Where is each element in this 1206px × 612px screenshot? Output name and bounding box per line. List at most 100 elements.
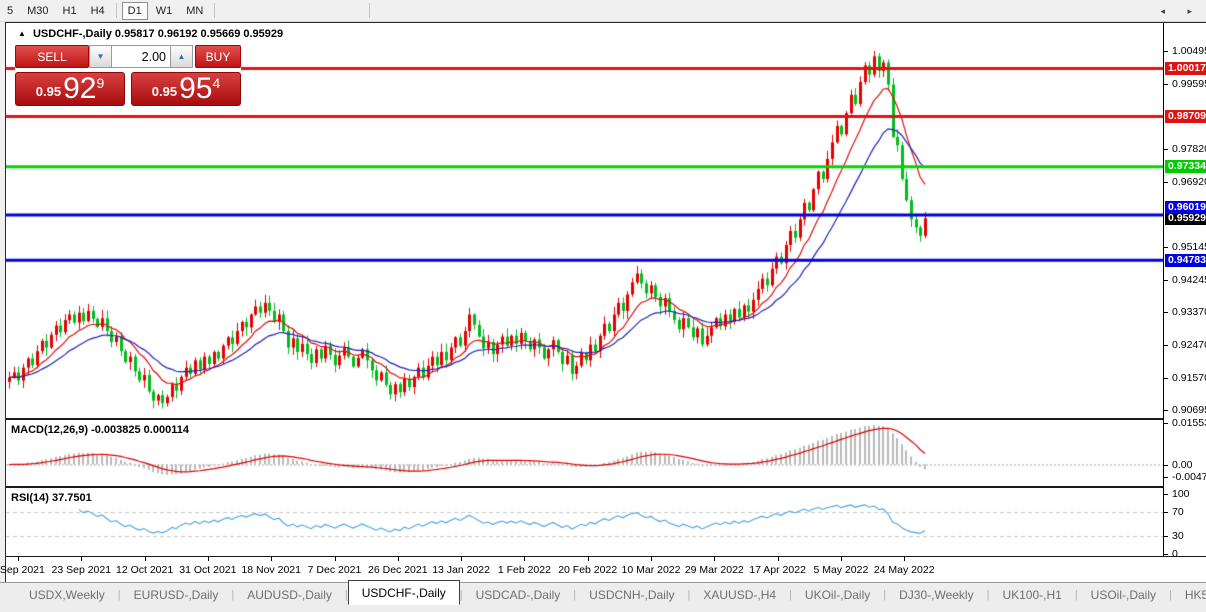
chart-tab-hk50-h1[interactable]: HK50-,H1 bbox=[1184, 587, 1206, 602]
panel-divider[interactable] bbox=[6, 418, 1206, 420]
tab-separator: | bbox=[687, 588, 691, 601]
date-tick bbox=[651, 557, 652, 561]
chart-tab-usdcad-daily[interactable]: USDCAD-,Daily bbox=[475, 587, 561, 602]
date-tick bbox=[904, 557, 906, 561]
chart-tab-usoil-daily[interactable]: USOil-,Daily bbox=[1090, 587, 1157, 602]
price-level-badge: 0.98709 bbox=[1165, 109, 1206, 123]
ohlc-close: 0.95929 bbox=[243, 28, 284, 40]
date-tick bbox=[524, 557, 526, 561]
buy-button[interactable]: BUY bbox=[195, 45, 241, 68]
price-level-badge: 0.95929 bbox=[1165, 211, 1206, 225]
price-panel: ▲ USDCHF-,Daily 0.95817 0.96192 0.95669 … bbox=[6, 23, 1163, 418]
timeframe-button-m30[interactable]: M30 bbox=[27, 4, 49, 17]
chart-tab-bar: USDX,Weekly | EURUSD-,Daily | AUDUSD-,Daily |… bbox=[0, 580, 1206, 606]
sell-price-prefix: 0.95 bbox=[35, 84, 62, 99]
chart-window: ▲ USDCHF-,Daily 0.95817 0.96192 0.95669 … bbox=[0, 22, 1206, 584]
date-tick bbox=[334, 557, 336, 561]
chart-tab-eurusd-daily[interactable]: EURUSD-,Daily bbox=[133, 587, 219, 602]
buy-price-button[interactable]: 0.95 95 4 bbox=[131, 72, 241, 106]
date-label: 31 Oct 2021 bbox=[179, 564, 237, 576]
date-label: 24 May 2022 bbox=[873, 564, 935, 576]
toolbar-separator bbox=[214, 3, 216, 18]
sell-price-sup: 9 bbox=[96, 75, 105, 91]
chart-tab-uk100-h1[interactable]: UK100-,H1 bbox=[1002, 587, 1062, 602]
timeframe-button-w1[interactable]: W1 bbox=[155, 4, 173, 17]
rsi-chart-canvas[interactable] bbox=[6, 488, 1163, 556]
chart-tab-usdcnh-daily[interactable]: USDCNH-,Daily bbox=[589, 587, 675, 602]
price-level-badge: 0.97334 bbox=[1165, 160, 1206, 174]
chart-tab-audusd-daily[interactable]: AUDUSD-,Daily bbox=[247, 587, 332, 602]
volume-increase-icon[interactable]: ▲ bbox=[170, 45, 193, 68]
tab-separator: | bbox=[231, 588, 235, 601]
date-label: 7 Dec 2021 bbox=[307, 564, 362, 576]
date-label: 13 Jan 2022 bbox=[432, 564, 490, 576]
sell-price-button[interactable]: 0.95 92 9 bbox=[15, 72, 125, 106]
sell-button[interactable]: SELL bbox=[15, 45, 89, 68]
price-level-badge: 0.96019 bbox=[1165, 201, 1206, 215]
panel-divider[interactable] bbox=[6, 486, 1206, 488]
chart-tab-ukoil-daily[interactable]: UKOil-,Daily bbox=[804, 587, 871, 602]
price-axis-tick: 1.00495 bbox=[1164, 45, 1206, 57]
volume-decrease-icon[interactable]: ▼ bbox=[89, 45, 112, 68]
date-label: 5 Sep 2021 bbox=[0, 564, 45, 576]
price-axis-tick: 0.90695 bbox=[1164, 404, 1206, 416]
rsi-panel: RSI(14) 37.7501 bbox=[6, 488, 1163, 556]
ohlc-low: 0.95669 bbox=[200, 28, 241, 40]
chart-title: ▲ USDCHF-,Daily 0.95817 0.96192 0.95669 … bbox=[18, 28, 283, 40]
date-tick bbox=[144, 557, 146, 561]
macd-axis-tick: -0.00474 bbox=[1164, 471, 1206, 483]
collapse-chart-icon[interactable]: ▲ bbox=[18, 29, 26, 38]
timeframe-button-5[interactable]: 5 bbox=[7, 4, 14, 17]
chart-tab-usdx-weekly[interactable]: USDX,Weekly bbox=[29, 587, 105, 602]
panel-divider bbox=[6, 556, 1206, 557]
price-axis-tick: 0.99595 bbox=[1164, 78, 1206, 90]
macd-chart-canvas[interactable] bbox=[6, 420, 1163, 486]
ohlc-open: 0.95817 bbox=[114, 28, 155, 40]
sell-price-big: 92 bbox=[63, 72, 97, 105]
date-label: 5 May 2022 bbox=[813, 564, 869, 576]
rsi-label: RSI(14) 37.7501 bbox=[11, 492, 92, 504]
timeframe-button-h4[interactable]: H4 bbox=[90, 4, 105, 17]
date-label: 18 Nov 2021 bbox=[241, 564, 301, 576]
tab-separator: | bbox=[117, 588, 121, 601]
date-tick bbox=[271, 557, 273, 561]
date-tick bbox=[461, 557, 463, 561]
rsi-axis-tick: 100 bbox=[1164, 488, 1206, 500]
date-label: 20 Feb 2022 bbox=[558, 564, 618, 576]
timeframe-button-d1[interactable]: D1 bbox=[121, 1, 148, 20]
toolbar-separator bbox=[369, 3, 371, 18]
price-axis-tick: 0.94245 bbox=[1164, 274, 1206, 286]
buy-price-sup: 4 bbox=[212, 75, 221, 91]
date-label: 10 Mar 2022 bbox=[621, 564, 681, 576]
buy-price-big: 95 bbox=[179, 72, 213, 105]
date-tick bbox=[207, 557, 209, 561]
timeframe-button-h1[interactable]: H1 bbox=[62, 4, 77, 17]
tab-scroll-arrows[interactable]: ◂ ▸ bbox=[1160, 6, 1202, 16]
tab-separator: | bbox=[344, 588, 348, 601]
chart-tab-xauusd-h4[interactable]: XAUUSD-,H4 bbox=[703, 587, 777, 602]
volume-input[interactable] bbox=[112, 45, 170, 68]
macd-axis-tick: 0.00 bbox=[1164, 459, 1206, 471]
rsi-axis-tick: 0 bbox=[1164, 548, 1206, 560]
date-label: 12 Oct 2021 bbox=[115, 564, 174, 576]
tab-separator: | bbox=[459, 588, 463, 601]
tab-separator: | bbox=[789, 588, 792, 601]
chart-tab-usdchf-daily[interactable]: USDCHF-,Daily bbox=[347, 580, 460, 605]
macd-panel: MACD(12,26,9) -0.003825 0.000114 bbox=[6, 420, 1163, 486]
chart-symbol-label: USDCHF-,Daily bbox=[32, 28, 112, 40]
chart-tab-dj30-weekly[interactable]: DJ30-,Weekly bbox=[899, 587, 974, 602]
date-tick bbox=[18, 557, 19, 561]
timeframe-button-mn[interactable]: MN bbox=[186, 4, 204, 17]
date-tick bbox=[587, 557, 589, 561]
date-label: 17 Apr 2022 bbox=[749, 564, 806, 576]
date-tick bbox=[81, 557, 83, 561]
date-label: 1 Feb 2022 bbox=[497, 564, 551, 576]
tab-separator: | bbox=[883, 588, 887, 601]
price-axis-tick: 0.95145 bbox=[1164, 241, 1206, 253]
date-tick bbox=[777, 557, 779, 561]
